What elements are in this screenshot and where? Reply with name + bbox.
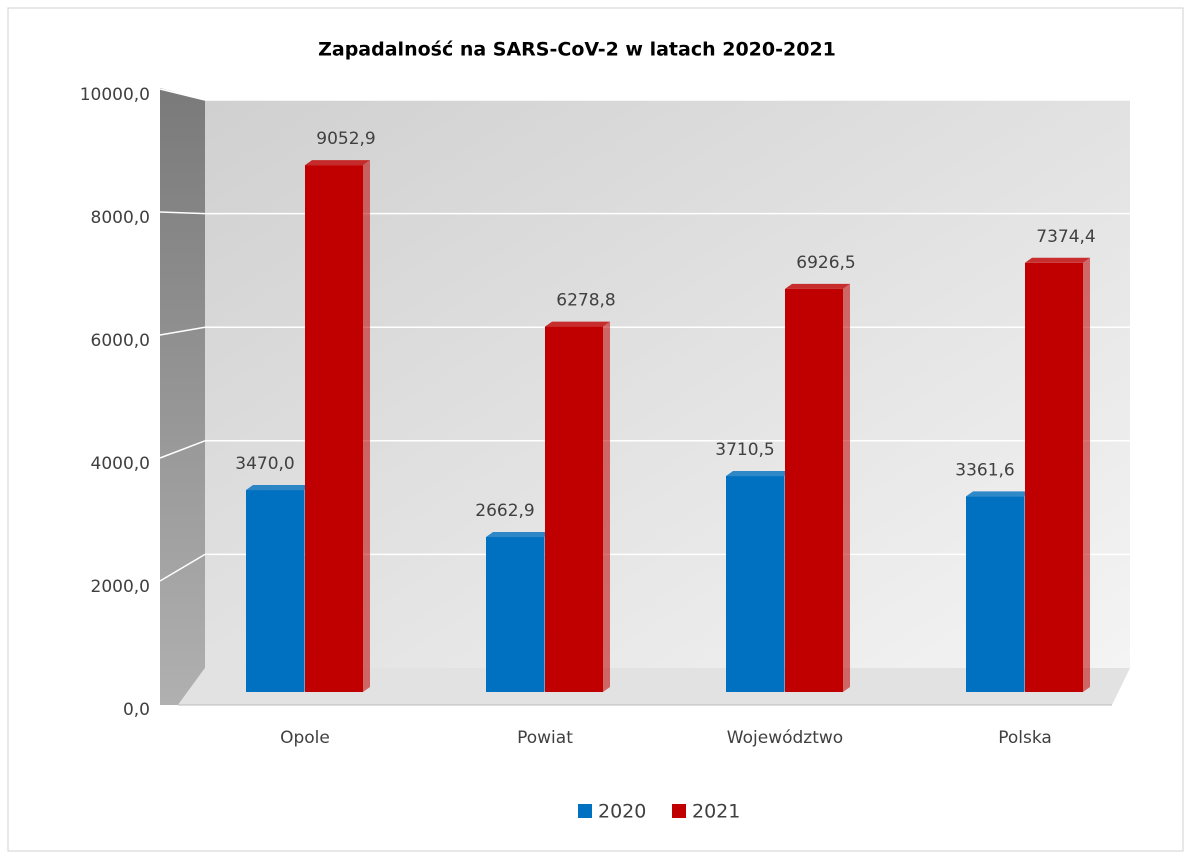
value-label: 6278,8: [556, 291, 615, 311]
bar-top: [305, 160, 370, 166]
bar-top: [545, 321, 610, 327]
y-tick-label: 4000,0: [91, 454, 150, 474]
legend-label: 2021: [692, 801, 740, 823]
x-tick-label: Województwo: [727, 728, 843, 748]
x-tick-label: Opole: [280, 728, 330, 748]
value-label: 7374,4: [1036, 227, 1095, 247]
bar: [545, 326, 603, 692]
value-label: 6926,5: [796, 253, 855, 273]
y-tick-label: 10000,0: [80, 85, 150, 105]
bar: [1025, 262, 1083, 692]
bar-side: [1083, 257, 1090, 692]
legend-swatch: [672, 804, 686, 818]
legend-swatch: [578, 804, 592, 818]
grid-line: [159, 211, 206, 215]
value-label: 3361,6: [955, 460, 1014, 480]
grid-line: [159, 326, 206, 336]
bar: [486, 537, 544, 692]
chart-title: Zapadalność na SARS-CoV-2 w latach 2020-…: [318, 39, 836, 61]
bar-top: [785, 283, 850, 289]
bar-side: [363, 160, 370, 692]
bar: [966, 496, 1024, 692]
bar-side: [603, 321, 610, 692]
floor: [178, 668, 1130, 705]
grid-line: [159, 553, 206, 582]
side-wall: [160, 88, 205, 705]
value-label: 3710,5: [715, 440, 774, 460]
back-wall: [205, 100, 1130, 668]
bar-top: [1025, 257, 1090, 263]
y-tick-label: 8000,0: [91, 208, 150, 228]
value-label: 3470,0: [235, 454, 294, 474]
bar-side: [843, 283, 850, 692]
value-label: 2662,9: [475, 501, 534, 521]
y-tick-label: 6000,0: [91, 331, 150, 351]
bar: [785, 288, 843, 692]
y-tick-label: 0,0: [123, 700, 150, 720]
x-tick-label: Powiat: [517, 728, 573, 748]
bar: [246, 490, 304, 692]
bar-top: [726, 471, 791, 477]
grid-line: [159, 440, 206, 459]
bar: [726, 476, 784, 692]
x-tick-label: Polska: [998, 728, 1052, 748]
bar-top: [246, 485, 311, 491]
bar-top: [966, 491, 1031, 497]
grid-line: [159, 88, 206, 101]
bar-top: [486, 532, 551, 538]
value-label: 9052,9: [316, 129, 375, 149]
legend-label: 2020: [598, 801, 646, 823]
y-tick-label: 2000,0: [91, 577, 150, 597]
bar: [305, 165, 363, 692]
